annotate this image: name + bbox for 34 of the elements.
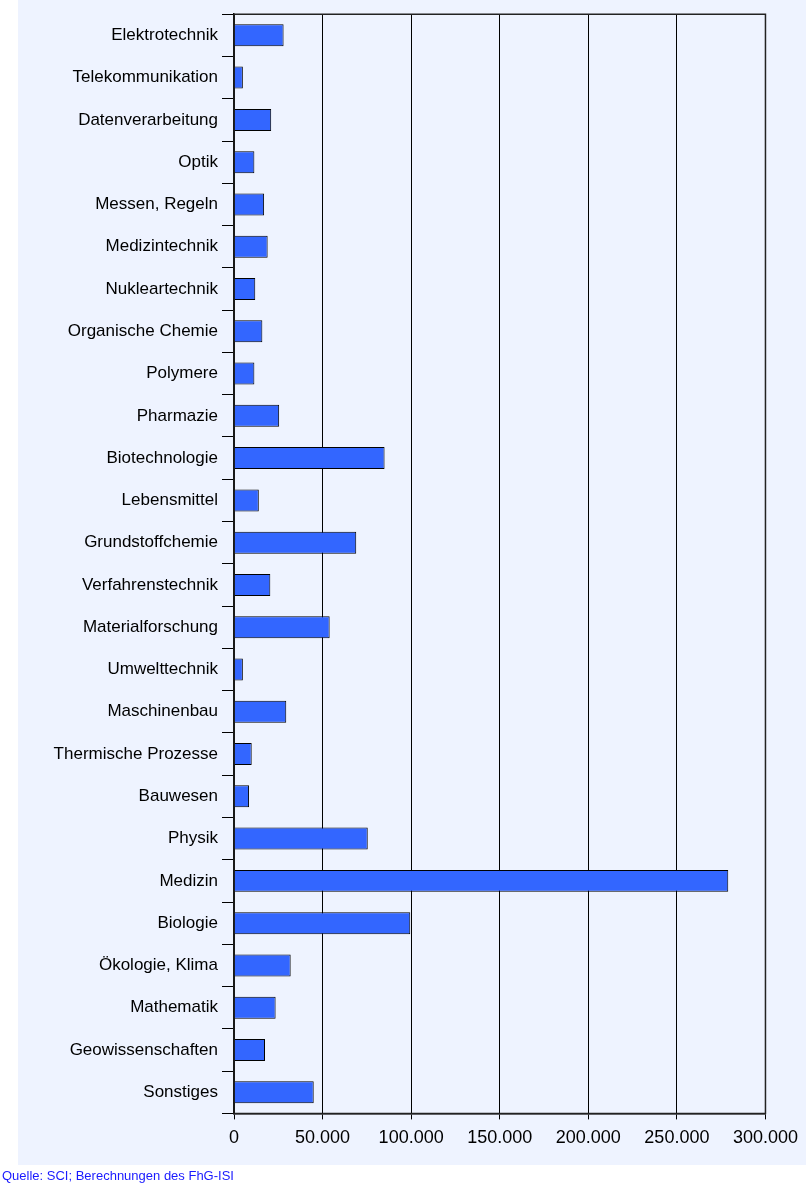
y-tick-label: Mathematik: [130, 997, 219, 1017]
y-tick-label: Bauwesen: [138, 786, 218, 806]
y-tick-label: Thermische Prozesse: [53, 743, 218, 763]
x-tick-label: 150.000: [467, 1127, 533, 1148]
y-tick-label: Physik: [167, 828, 219, 848]
y-tick-label: Sonstiges: [143, 1081, 218, 1101]
y-tick-label: Polymere: [146, 363, 218, 383]
y-tick-label: Materialforschung: [82, 616, 218, 636]
y-tick-label: Organische Chemie: [67, 320, 218, 340]
y-tick-label: Geowissenschaften: [69, 1039, 218, 1059]
y-tick-label: Medizintechnik: [105, 236, 219, 256]
y-tick-label: Messen, Regeln: [95, 194, 218, 214]
y-tick-label: Datenverarbeitung: [78, 109, 218, 129]
y-tick-label: Biologie: [157, 912, 218, 932]
source-note: Quelle: SCI; Berechnungen des FhG-ISI: [2, 1168, 234, 1183]
y-tick-label: Optik: [178, 151, 219, 171]
x-tick-label: 300.000: [732, 1127, 799, 1148]
y-tick-label: Verfahrenstechnik: [81, 574, 219, 594]
y-tick-label: Maschinenbau: [107, 701, 218, 721]
y-tick-label: Biotechnologie: [106, 447, 218, 467]
x-tick-label: 0: [228, 1127, 240, 1148]
y-tick-label: Ökologie, Klima: [98, 955, 219, 975]
y-tick-label: Medizin: [159, 870, 218, 890]
y-tick-label: Elektrotechnik: [111, 25, 219, 45]
x-tick-label: 50.000: [295, 1127, 351, 1148]
y-tick-label: Pharmazie: [136, 405, 218, 425]
y-tick-label: Umwelttechnik: [107, 659, 219, 679]
y-tick-label: Nukleartechnik: [105, 278, 219, 298]
x-tick-label: 200.000: [555, 1127, 621, 1148]
y-tick-label: Grundstoffchemie: [84, 532, 218, 552]
x-tick-label: 100.000: [378, 1127, 444, 1148]
x-tick-label: 250.000: [644, 1127, 710, 1148]
y-tick-label: Lebensmittel: [121, 490, 218, 510]
y-tick-label: Telekommunikation: [72, 67, 218, 87]
